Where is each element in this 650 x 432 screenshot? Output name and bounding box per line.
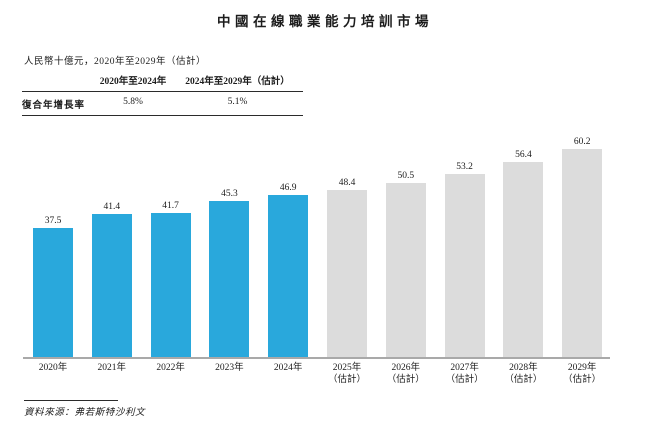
- bar-value-label: 41.4: [103, 202, 121, 212]
- chart-title: 中國在線職業能力培訓市場: [217, 14, 433, 29]
- cagr-table: 2020年至2024年 2024年至2029年（估計） 復合年增長率 5.8% …: [22, 71, 303, 117]
- bar-2027: [444, 174, 485, 358]
- x-axis-label: 2027年 （估計）: [445, 363, 484, 385]
- table-rule-bottom: [22, 115, 303, 116]
- bar-2028: [503, 162, 544, 358]
- table-rule-top: [22, 91, 303, 92]
- x-axis-label: 2023年: [215, 363, 244, 373]
- source-note: 資料來源：弗若斯特沙利文: [24, 408, 146, 418]
- bar-value-label: 48.4: [338, 178, 356, 188]
- x-axis-label: 2024年: [273, 363, 303, 373]
- x-axis-label: 2029年 （估計）: [563, 363, 602, 385]
- x-axis-label: 2025年 （估計）: [327, 363, 366, 385]
- bar-value-label: 37.5: [44, 216, 62, 226]
- x-axis-label: 2026年 （估計）: [386, 363, 425, 385]
- chart-unit-note: 人民幣十億元，2020年至2029年（估計）: [24, 57, 207, 67]
- x-axis-label: 2021年: [97, 363, 127, 373]
- x-axis-line: [23, 357, 610, 359]
- bar-2029: [562, 149, 603, 358]
- x-axis-label: 2020年: [38, 363, 68, 373]
- bar-2022: [150, 213, 191, 358]
- bar-2024: [268, 195, 309, 358]
- bar-value-label: 41.7: [162, 201, 179, 211]
- cagr-column-header-1: 2020年至2024年: [99, 77, 167, 87]
- bar-value-label: 53.2: [456, 162, 473, 172]
- bar-2025: [327, 190, 367, 358]
- bar-value-label: 56.4: [515, 150, 532, 160]
- source-divider: [24, 400, 118, 401]
- bar-value-label: 50.5: [397, 171, 415, 181]
- bar-value-label: 45.3: [221, 189, 238, 199]
- bar-value-label: 46.9: [279, 183, 297, 193]
- bar-2020: [33, 228, 73, 358]
- x-axis-label: 2022年: [156, 363, 185, 373]
- bar-chart: 37.5 41.4 41.7 45.3 46.9 48.4 50.5 53.2 56.4 60.2: [33, 137, 603, 358]
- cagr-row-label: 復合年增長率: [22, 101, 86, 111]
- x-axis-labels: 2020年 2021年 2022年 2023年 2024年 2025年 （估計） 2026年（…: [0, 363, 650, 389]
- x-axis-label: 2028年 （估計）: [504, 363, 543, 385]
- cagr-value-2: 5.1%: [227, 97, 248, 107]
- cagr-value-1: 5.8%: [123, 97, 143, 107]
- cagr-column-header-2: 2024年至2029年（估計）: [185, 77, 290, 87]
- bar-value-label: 60.2: [573, 137, 591, 147]
- bar-2021: [91, 214, 132, 358]
- bar-2026: [385, 183, 426, 358]
- bar-2023: [209, 201, 250, 358]
